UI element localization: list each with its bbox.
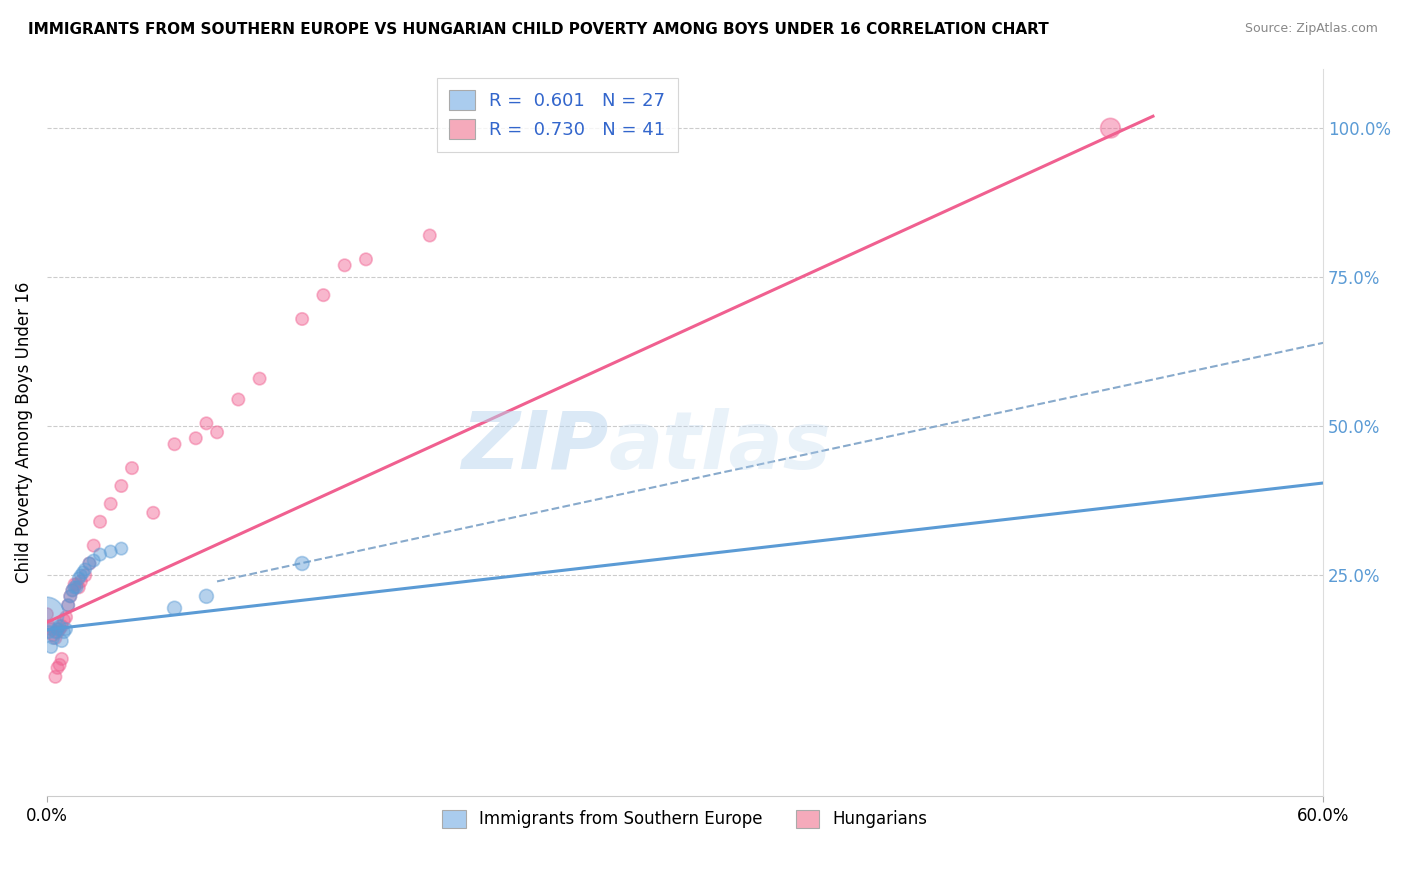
Point [110,541,132,556]
Point [228,392,250,407]
Point [83,539,105,553]
Point [100,544,122,558]
Point [163,601,186,615]
Point [56,599,79,613]
Point [333,258,356,272]
Point [89,515,111,529]
Point [62,583,84,598]
Point [38,625,60,640]
Point [184,431,207,445]
Point [291,557,314,571]
Point [205,425,228,440]
Point [354,252,377,267]
Point [419,228,441,243]
Point [75,562,97,576]
Point [79,557,101,571]
Point [100,497,122,511]
Point [142,506,165,520]
Point [44,631,66,645]
Point [51,652,73,666]
Point [59,590,82,604]
Point [39,622,62,636]
Point [35,607,58,622]
Point [249,371,271,385]
Point [79,557,101,571]
Point [72,566,94,580]
Point [63,577,86,591]
Point [83,553,105,567]
Text: IMMIGRANTS FROM SOUTHERN EUROPE VS HUNGARIAN CHILD POVERTY AMONG BOYS UNDER 16 C: IMMIGRANTS FROM SOUTHERN EUROPE VS HUNGA… [28,22,1049,37]
Point [44,670,66,684]
Point [52,625,75,640]
Point [44,625,66,640]
Point [195,417,218,431]
Point [55,622,77,636]
Point [66,577,89,591]
Text: Source: ZipAtlas.com: Source: ZipAtlas.com [1244,22,1378,36]
Point [52,613,75,627]
Point [291,312,314,326]
Point [46,622,69,636]
Point [51,634,73,648]
Point [67,571,90,585]
Point [163,437,186,451]
Point [70,574,93,589]
Point [48,622,70,636]
Y-axis label: Child Poverty Among Boys Under 16: Child Poverty Among Boys Under 16 [15,282,32,583]
Point [312,288,335,302]
Point [39,640,62,654]
Point [70,568,93,582]
Point [42,631,65,645]
Legend: Immigrants from Southern Europe, Hungarians: Immigrants from Southern Europe, Hungari… [436,803,934,835]
Point [46,625,69,640]
Point [48,657,70,672]
Point [46,661,69,675]
Point [75,568,97,582]
Point [89,548,111,562]
Point [38,619,60,633]
Point [59,590,82,604]
Point [42,628,65,642]
Text: ZIP: ZIP [461,408,609,486]
Point [1099,121,1122,136]
Point [56,599,79,613]
Point [35,607,58,622]
Point [110,479,132,493]
Point [63,580,86,594]
Point [121,461,143,475]
Point [66,580,89,594]
Point [62,583,84,598]
Text: atlas: atlas [609,408,831,486]
Point [67,580,90,594]
Point [51,619,73,633]
Point [55,610,77,624]
Point [48,619,70,633]
Point [195,590,218,604]
